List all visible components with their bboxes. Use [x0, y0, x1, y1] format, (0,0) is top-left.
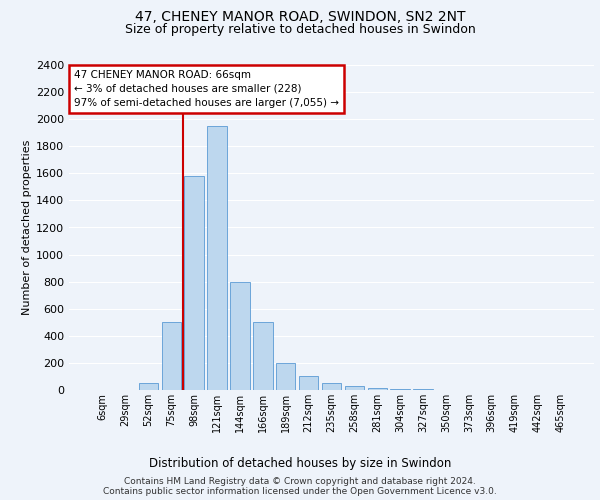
Text: Contains HM Land Registry data © Crown copyright and database right 2024.: Contains HM Land Registry data © Crown c…	[124, 478, 476, 486]
Bar	[139, 383, 158, 390]
Bar	[299, 376, 319, 390]
Text: 47, CHENEY MANOR ROAD, SWINDON, SN2 2NT: 47, CHENEY MANOR ROAD, SWINDON, SN2 2NT	[135, 10, 465, 24]
Bar	[344, 386, 364, 390]
Text: Size of property relative to detached houses in Swindon: Size of property relative to detached ho…	[125, 22, 475, 36]
Y-axis label: Number of detached properties: Number of detached properties	[22, 140, 32, 315]
Bar	[184, 176, 204, 390]
Bar	[230, 282, 250, 390]
Bar	[276, 363, 295, 390]
Bar	[161, 322, 181, 390]
Bar	[253, 322, 272, 390]
Text: Contains public sector information licensed under the Open Government Licence v3: Contains public sector information licen…	[103, 488, 497, 496]
Bar	[322, 383, 341, 390]
Text: 47 CHENEY MANOR ROAD: 66sqm
← 3% of detached houses are smaller (228)
97% of sem: 47 CHENEY MANOR ROAD: 66sqm ← 3% of deta…	[74, 70, 339, 108]
Bar	[368, 388, 387, 390]
Text: Distribution of detached houses by size in Swindon: Distribution of detached houses by size …	[149, 458, 451, 470]
Bar	[391, 389, 410, 390]
Bar	[208, 126, 227, 390]
